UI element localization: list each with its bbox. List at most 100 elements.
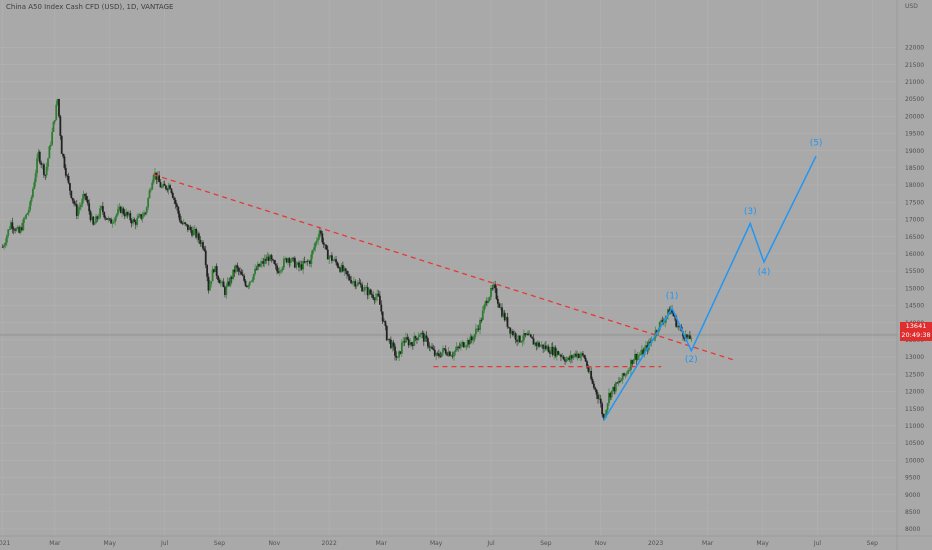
candle-120 <box>166 187 169 193</box>
candle-411 <box>565 356 568 363</box>
candle-65 <box>90 213 93 221</box>
candle-body-192 <box>265 258 267 261</box>
candle-366 <box>503 309 506 322</box>
candle-294 <box>405 332 407 343</box>
candle-body-336 <box>462 342 465 348</box>
price-tick-25: 20500 <box>905 96 924 103</box>
candle-137 <box>189 224 192 233</box>
candle-body-11 <box>16 227 19 229</box>
candle-9 <box>14 227 16 234</box>
candle-body-281 <box>387 338 390 341</box>
price-tick-2: 9000 <box>905 492 920 499</box>
candle-body-73 <box>101 206 104 213</box>
descending-resistance-line <box>153 174 736 362</box>
candle-388 <box>534 341 536 347</box>
candle-350 <box>481 306 484 321</box>
price-tick-27: 21500 <box>905 62 924 69</box>
candle-464 <box>638 351 641 361</box>
candle-295 <box>406 333 409 341</box>
candle-body-166 <box>229 276 232 286</box>
candle-body-363 <box>499 307 502 309</box>
candle-7 <box>11 217 14 234</box>
candle-body-408 <box>561 356 564 358</box>
candle-body-403 <box>554 347 557 357</box>
candle-body-497 <box>683 336 686 339</box>
candle-body-340 <box>468 340 470 345</box>
candle-body-136 <box>188 227 191 230</box>
candle-body-95 <box>132 219 134 224</box>
candle-24 <box>34 169 37 187</box>
candle-body-349 <box>480 319 483 321</box>
candle-163 <box>225 283 228 299</box>
candle-body-233 <box>321 233 324 243</box>
candle-body-456 <box>627 370 630 374</box>
price-tick-20: 18000 <box>905 182 924 189</box>
candle-413 <box>568 355 571 362</box>
candle-body-442 <box>608 392 610 404</box>
price-axis[interactable]: 8000 8500 9000 9500 10000 10500 11000 11500 1200… <box>905 45 924 534</box>
time-tick-15: Jul <box>813 540 822 547</box>
candle-body-0 <box>1 246 4 248</box>
candle-body-112 <box>155 172 158 180</box>
candle-326 <box>448 350 451 357</box>
candle-387 <box>532 334 535 345</box>
candle-6 <box>10 219 12 231</box>
candle-60 <box>84 193 86 201</box>
time-tick-5: Nov <box>268 540 280 547</box>
candle-body-385 <box>529 334 532 337</box>
trendlines[interactable] <box>153 174 736 368</box>
candle-body-152 <box>210 281 213 284</box>
candle-188 <box>259 260 262 268</box>
candle-79 <box>110 217 112 224</box>
candle-400 <box>550 343 553 355</box>
time-tick-2: May <box>104 540 117 547</box>
candle-399 <box>549 350 551 358</box>
candle-241 <box>332 259 335 262</box>
candle-body-502 <box>690 338 693 340</box>
candle-body-300 <box>413 336 416 346</box>
candle-body-346 <box>476 328 479 330</box>
wave-label-1: (1) <box>666 292 679 302</box>
candle-body-84 <box>117 209 119 215</box>
candle-body-70 <box>97 217 100 219</box>
candle-body-114 <box>158 175 161 183</box>
candle-body-397 <box>546 346 549 350</box>
candle-body-139 <box>192 230 195 236</box>
candle-410 <box>564 357 566 365</box>
candle-body-182 <box>251 279 254 282</box>
candle-body-479 <box>658 321 661 331</box>
candle-body-320 <box>440 352 443 357</box>
candle-98 <box>136 213 139 227</box>
candle-282 <box>388 338 391 345</box>
candle-body-249 <box>343 268 346 272</box>
price-tick-13: 14500 <box>905 303 924 310</box>
candle-293 <box>403 337 406 347</box>
candle-68 <box>95 213 97 224</box>
candle-body-81 <box>112 221 115 223</box>
candle-31 <box>44 174 47 180</box>
candle-body-422 <box>580 353 583 356</box>
candle-106 <box>147 197 150 211</box>
price-tick-28: 22000 <box>905 45 924 52</box>
candle-125 <box>173 196 176 204</box>
candle-body-219 <box>302 261 305 270</box>
candle-body-434 <box>597 394 599 399</box>
candle-body-299 <box>411 344 414 346</box>
candle-196 <box>270 253 273 263</box>
candle-body-345 <box>475 328 477 335</box>
candle-body-22 <box>32 188 34 198</box>
candle-214 <box>295 261 298 270</box>
candle-body-145 <box>200 242 203 244</box>
elliott-wave-projection[interactable] <box>602 155 817 422</box>
candle-93 <box>129 210 132 223</box>
candle-body-18 <box>26 212 29 215</box>
time-axis[interactable]: 2021 Mar May Jul Sep Nov 2022 Mar May Jul Sep Nov 20… <box>0 535 932 547</box>
candle-310 <box>427 337 429 349</box>
candle-body-358 <box>492 284 495 289</box>
candle-body-330 <box>454 350 457 353</box>
candle-body-266 <box>366 287 369 296</box>
candle-315 <box>433 346 436 358</box>
candle-body-3 <box>5 235 8 243</box>
candle-48 <box>67 172 70 185</box>
